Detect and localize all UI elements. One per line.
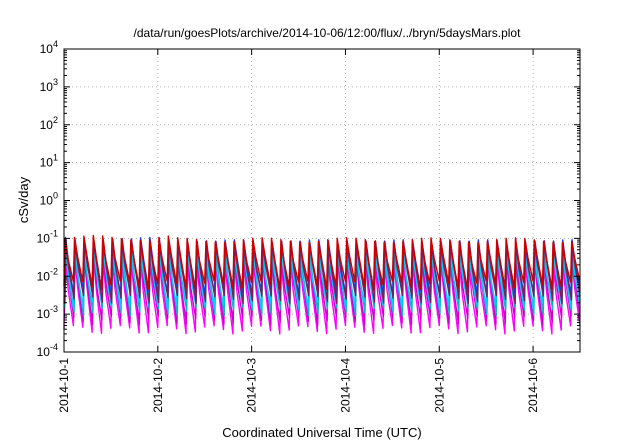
y-axis-label: cSv/day xyxy=(16,176,31,223)
y-tick-label: 10-4 xyxy=(37,342,58,359)
y-tick-label: 102 xyxy=(40,115,58,132)
axis-ticks xyxy=(63,48,580,353)
x-tick-label: 2014-10-5 xyxy=(432,358,446,413)
x-tick-label: 2014-10-1 xyxy=(57,358,71,413)
y-tick-label: 10-2 xyxy=(37,266,58,283)
series-group xyxy=(63,234,581,335)
series-line xyxy=(63,234,581,291)
x-tick-label: 2014-10-2 xyxy=(151,358,165,413)
x-tick-label: 2014-10-4 xyxy=(338,358,352,413)
y-tick-label: 100 xyxy=(40,191,58,208)
chart-title: /data/run/goesPlots/archive/2014-10-06/1… xyxy=(134,26,522,40)
y-tick-label: 103 xyxy=(40,77,58,94)
y-tick-labels: 10-4 10-3 10-2 10-1 100 101 102 103 104 xyxy=(37,39,58,359)
x-axis-label: Coordinated Universal Time (UTC) xyxy=(222,425,421,440)
y-tick-label: 10-1 xyxy=(37,228,58,245)
x-tick-label: 2014-10-6 xyxy=(526,358,540,413)
x-tick-label: 2014-10-3 xyxy=(245,358,259,413)
x-tick-labels: 2014-10-1 2014-10-2 2014-10-3 2014-10-4 2014… xyxy=(57,358,540,413)
y-tick-label: 104 xyxy=(40,39,58,56)
y-tick-label: 101 xyxy=(40,153,58,170)
y-tick-label: 10-3 xyxy=(37,304,58,321)
